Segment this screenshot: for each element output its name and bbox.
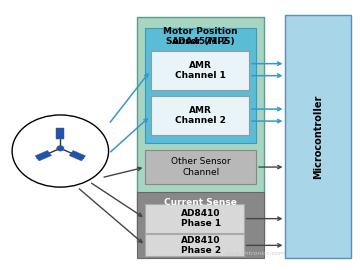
Polygon shape [57, 128, 64, 139]
FancyBboxPatch shape [145, 28, 256, 143]
Text: Current Sense: Current Sense [164, 198, 237, 207]
Text: AD8410
Phase 1: AD8410 Phase 1 [181, 209, 221, 228]
FancyBboxPatch shape [137, 18, 264, 242]
Text: AD8410
Phase 2: AD8410 Phase 2 [181, 236, 221, 255]
FancyBboxPatch shape [145, 204, 244, 232]
FancyBboxPatch shape [137, 193, 264, 258]
Polygon shape [69, 150, 85, 161]
Text: Microcontroller: Microcontroller [314, 94, 324, 178]
Text: Other Sensor
Channel: Other Sensor Channel [171, 157, 230, 177]
Text: Motor Position
Sensor (MPS): Motor Position Sensor (MPS) [163, 27, 238, 46]
Circle shape [57, 146, 64, 151]
Text: www.cntronics.com: www.cntronics.com [224, 251, 285, 256]
FancyBboxPatch shape [145, 234, 244, 256]
FancyBboxPatch shape [145, 150, 256, 184]
FancyBboxPatch shape [285, 15, 351, 258]
FancyBboxPatch shape [151, 96, 249, 135]
Text: AMR
Channel 1: AMR Channel 1 [175, 61, 226, 80]
Circle shape [12, 115, 109, 187]
FancyBboxPatch shape [151, 51, 249, 90]
Text: AMR
Channel 2: AMR Channel 2 [175, 106, 226, 126]
Text: ADA4571-2: ADA4571-2 [172, 38, 229, 46]
Polygon shape [35, 150, 51, 161]
